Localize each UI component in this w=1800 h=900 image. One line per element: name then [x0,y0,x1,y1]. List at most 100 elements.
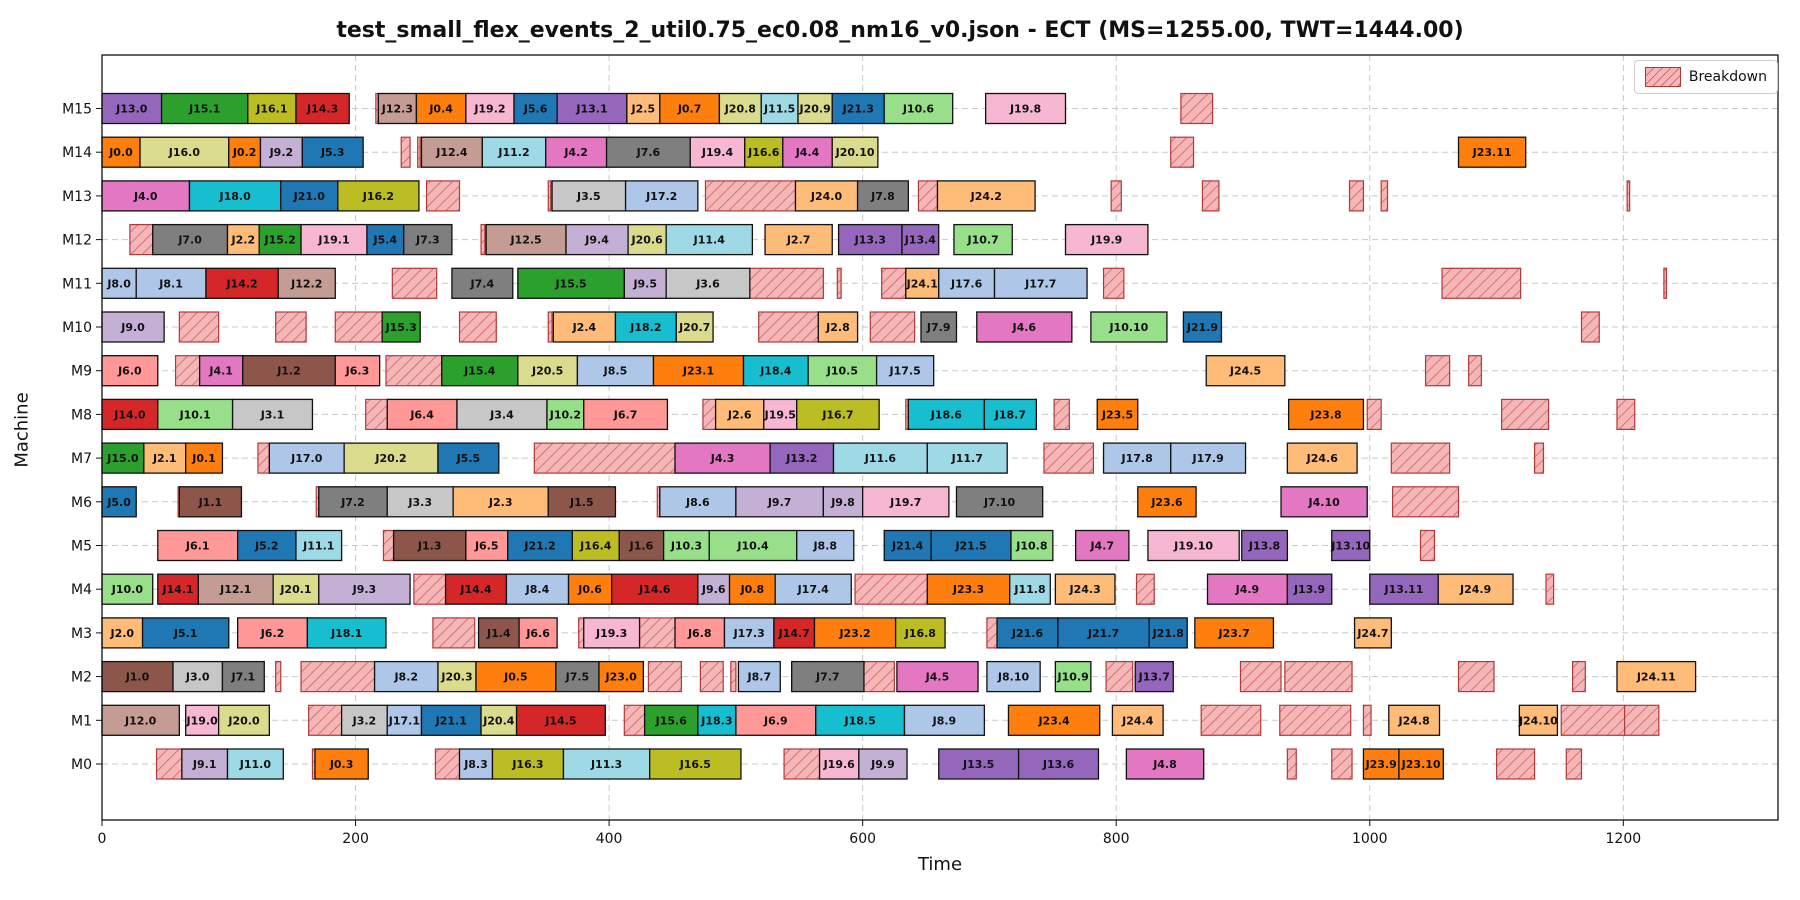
task-label: J12.2 [290,277,322,290]
task-bar [930,529,1012,562]
task-bar [480,704,518,736]
task-bar [623,267,667,299]
task-label: J6.0 [117,365,142,378]
task-label: J1.4 [486,627,511,640]
task-bar [101,660,174,693]
task-label: J23.10 [1401,758,1441,771]
task-label: J2.3 [488,496,513,509]
task-bar [926,573,1011,605]
task-bar [831,136,879,168]
breakdown-bar [578,617,585,649]
task-label: J1.3 [417,540,442,553]
task-bar [185,442,224,474]
task-bar [817,311,859,343]
task-label: J21.4 [891,540,924,553]
task-label: J15.6 [655,714,688,727]
task-label: J7.8 [870,190,895,203]
task-bar [226,748,284,780]
task-label: J19.2 [473,103,505,116]
task-bar [451,267,514,299]
task-bar [517,267,625,299]
task-bar [822,486,864,518]
task-label: J8.7 [747,671,772,684]
task-bar [337,180,420,212]
task-bar [1137,486,1197,518]
breakdown-bar [425,180,461,212]
y-tick-label: M2 [71,670,92,686]
task-bar [794,180,859,212]
task-label: J11.0 [239,758,272,771]
task-label: J19.4 [701,146,734,159]
task-label: J11.4 [693,234,726,247]
task-label: J4.5 [925,671,950,684]
task-label: J24.9 [1459,583,1491,596]
task-bar [366,223,405,256]
task-label: J18.1 [330,627,362,640]
task-label: J11.7 [951,452,983,465]
task-label: J7.0 [177,234,202,247]
task-label: J16.6 [747,146,780,159]
task-bar [242,355,336,387]
task-label: J1.5 [569,496,594,509]
task-label: J23.0 [605,671,638,684]
task-bar [1437,573,1514,605]
breakdown-bar [881,267,907,299]
task-bar [1362,748,1400,780]
task-label: J15.3 [385,321,417,334]
task-label: J2.0 [109,627,134,640]
task-bar [475,660,557,693]
task-label: J11.1 [302,540,334,553]
breakdown-bar [623,704,646,736]
breakdown-bar [1495,748,1536,780]
breakdown-bar [704,180,797,212]
task-label: J0.0 [108,146,133,159]
task-label: J14.7 [778,627,810,640]
task-bar [259,136,303,168]
task-bar [883,92,954,125]
task-label: J4.6 [1012,321,1037,334]
task-label: J3.4 [489,408,514,421]
task-bar [231,398,314,431]
breakdown-bar [1580,311,1600,343]
task-bar [953,223,1013,256]
task-bar [796,529,855,562]
breakdown-bar [413,573,447,605]
breakdown-bar [1419,529,1436,562]
task-bar [665,223,754,256]
task-bar [791,660,865,693]
task-label: J18.7 [994,408,1026,421]
task-label: J23.11 [1472,146,1512,159]
task-bar [386,486,454,518]
task-bar [334,355,381,387]
breakdown-bar [1170,136,1195,168]
task-label: J0.2 [232,146,257,159]
task-bar [547,486,617,518]
task-bar [562,748,651,780]
task-label: J1.1 [198,496,223,509]
task-bar [377,92,418,125]
task-bar [551,180,627,212]
task-label: J19.10 [1173,540,1213,553]
task-label: J13.5 [962,758,994,771]
task-bar [583,617,641,649]
task-label: J12.5 [509,234,541,247]
task-label: J24.4 [1121,714,1154,727]
task-label: J17.5 [889,365,921,378]
task-label: J15.5 [554,277,586,290]
task-label: J6.1 [185,540,210,553]
task-label: J3.1 [260,408,285,421]
breakdown-bar [1043,442,1095,474]
task-bar [1170,442,1247,474]
task-label: J1.0 [125,671,150,684]
task-bar [728,573,776,605]
x-tick-label: 400 [596,831,623,847]
task-label: J7.3 [415,234,440,247]
task-label: J9.4 [584,234,609,247]
task-bar [135,267,207,299]
breakdown-bar [391,267,438,299]
task-bar [1010,529,1054,562]
task-bar [403,223,453,256]
task-label: J24.11 [1636,671,1676,684]
task-label: J18.5 [844,714,876,727]
task-bar [1102,442,1172,474]
